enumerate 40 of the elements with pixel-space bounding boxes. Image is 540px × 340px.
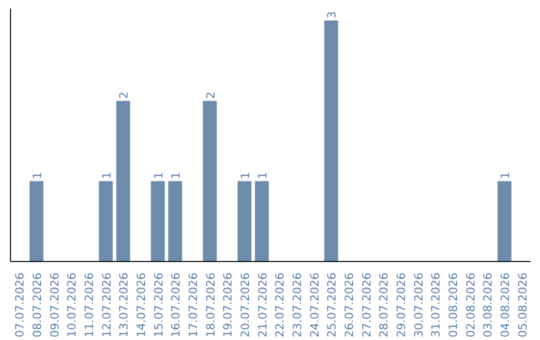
data-label: 1 bbox=[99, 172, 114, 180]
x-tick-label: 14.07.2026 bbox=[134, 272, 148, 338]
x-tick-label: 17.07.2026 bbox=[186, 272, 200, 338]
x-tick-label: 13.07.2026 bbox=[116, 272, 131, 338]
x-tick-label: 21.07.2026 bbox=[255, 272, 270, 338]
x-tick-label: 08.07.2026 bbox=[30, 272, 44, 338]
data-label: 1 bbox=[30, 172, 44, 180]
data-label: 1 bbox=[151, 172, 166, 180]
x-tick-label: 25.07.2026 bbox=[324, 272, 339, 338]
x-tick-label: 02.08.2026 bbox=[463, 272, 478, 338]
x-tick-label: 09.07.2026 bbox=[47, 272, 62, 338]
x-tick-label: 20.07.2026 bbox=[238, 272, 252, 338]
x-tick-label: 15.07.2026 bbox=[151, 272, 166, 338]
x-tick-label: 19.07.2026 bbox=[220, 272, 235, 338]
x-tick-label: 23.07.2026 bbox=[290, 272, 304, 338]
x-tick-label: 01.08.2026 bbox=[446, 272, 460, 338]
x-tick-label: 31.07.2026 bbox=[428, 272, 443, 338]
x-tick-label: 05.08.2026 bbox=[515, 272, 530, 338]
data-label: 1 bbox=[168, 172, 183, 180]
x-tick-label: 03.08.2026 bbox=[480, 272, 495, 338]
data-label: 1 bbox=[498, 172, 512, 180]
x-tick-label: 29.07.2026 bbox=[394, 272, 408, 338]
x-tick-label: 10.07.2026 bbox=[64, 272, 79, 338]
x-tick-label: 12.07.2026 bbox=[99, 272, 114, 338]
data-label: 2 bbox=[203, 92, 218, 99]
data-label: 1 bbox=[255, 172, 270, 180]
x-tick-label: 07.07.2026 bbox=[12, 272, 27, 338]
x-tick-label: 27.07.2026 bbox=[359, 272, 374, 338]
x-tick-label: 30.07.2026 bbox=[411, 272, 426, 338]
x-tick-label: 16.07.2026 bbox=[168, 272, 183, 338]
x-tick-label: 04.08.2026 bbox=[498, 272, 512, 338]
x-tick-label: 26.07.2026 bbox=[342, 272, 356, 338]
x-tick-label: 11.07.2026 bbox=[82, 272, 96, 338]
data-label: 2 bbox=[116, 92, 131, 99]
data-label: 3 bbox=[324, 11, 339, 19]
x-tick-label: 24.07.2026 bbox=[307, 272, 322, 338]
x-tick-label: 18.07.2026 bbox=[203, 272, 218, 338]
x-tick-label: 22.07.2026 bbox=[272, 272, 287, 338]
data-label: 1 bbox=[238, 172, 252, 180]
x-tick-label: 28.07.2026 bbox=[376, 272, 391, 338]
